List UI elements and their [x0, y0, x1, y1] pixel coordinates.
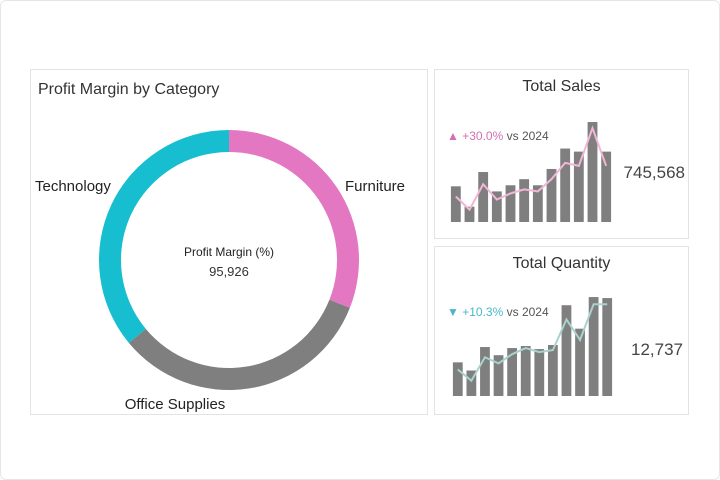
quantity-trend-line [457, 303, 608, 383]
quantity-bar[interactable] [507, 348, 518, 396]
total-quantity-title: Total Quantity [512, 255, 611, 272]
quantity-trend-chart [452, 297, 613, 397]
quantity-bar[interactable] [480, 347, 490, 396]
total-sales-value: 745,568 [623, 163, 685, 182]
quantity-bar[interactable] [602, 298, 613, 396]
donut-center-value: 95,926 [209, 264, 249, 279]
donut-chart: Profit Margin (%) 95,926 Technology Furn… [35, 130, 405, 413]
sales-bar[interactable] [450, 186, 461, 222]
total-quantity-panel: Total Quantity ▼ +10.3% vs 2024 12,737 [434, 246, 689, 415]
sales-trend-line [455, 125, 608, 212]
donut-segment-office-supplies[interactable] [128, 299, 350, 390]
sales-bar[interactable] [478, 172, 489, 222]
quantity-bar[interactable] [452, 362, 463, 396]
profit-margin-title: Profit Margin by Category [38, 81, 220, 98]
quantity-bar[interactable] [575, 328, 585, 396]
sales-bar[interactable] [560, 148, 571, 222]
sales-delta-value: +30.0% [462, 129, 504, 143]
quantity-bar[interactable] [520, 346, 531, 396]
quantity-delta: ▼ +10.3% vs 2024 [447, 305, 549, 319]
sales-bar[interactable] [491, 191, 502, 222]
quantity-delta-value: +10.3% [462, 305, 504, 319]
sales-bar[interactable] [532, 185, 543, 222]
down-triangle-icon: ▼ [447, 305, 459, 319]
quantity-bar[interactable] [547, 345, 558, 396]
quantity-bar[interactable] [561, 305, 572, 396]
sales-bar[interactable] [587, 122, 598, 222]
quantity-bar[interactable] [534, 349, 545, 396]
sales-comparison: vs 2024 [506, 129, 549, 143]
sales-bar[interactable] [546, 168, 557, 222]
total-sales-title: Total Sales [522, 78, 601, 95]
quantity-bar[interactable] [493, 355, 504, 396]
segment-label-technology: Technology [35, 178, 111, 195]
up-triangle-icon: ▲ [447, 129, 459, 143]
donut-segment-technology[interactable] [99, 130, 229, 343]
sales-bar[interactable] [464, 206, 475, 222]
sales-bar[interactable] [573, 151, 584, 222]
profit-margin-panel: Profit Margin by Category Profit Margin … [30, 69, 428, 415]
total-sales-panel: Total Sales ▲ +30.0% vs 2024 745,568 [434, 69, 689, 239]
sales-bar[interactable] [505, 185, 516, 222]
donut-center-label: Profit Margin (%) [184, 245, 274, 259]
sales-trend-chart [450, 122, 612, 222]
quantity-bar[interactable] [466, 370, 477, 397]
total-quantity-value: 12,737 [631, 340, 683, 359]
sales-bar[interactable] [519, 179, 530, 222]
segment-label-furniture: Furniture [345, 178, 405, 195]
segment-label-office-supplies: Office Supplies [125, 396, 226, 413]
sales-delta: ▲ +30.0% vs 2024 [447, 129, 549, 143]
sales-bar[interactable] [601, 151, 612, 222]
quantity-bar[interactable] [588, 297, 599, 396]
quantity-comparison: vs 2024 [506, 305, 549, 319]
donut-segment-furniture[interactable] [229, 130, 359, 308]
